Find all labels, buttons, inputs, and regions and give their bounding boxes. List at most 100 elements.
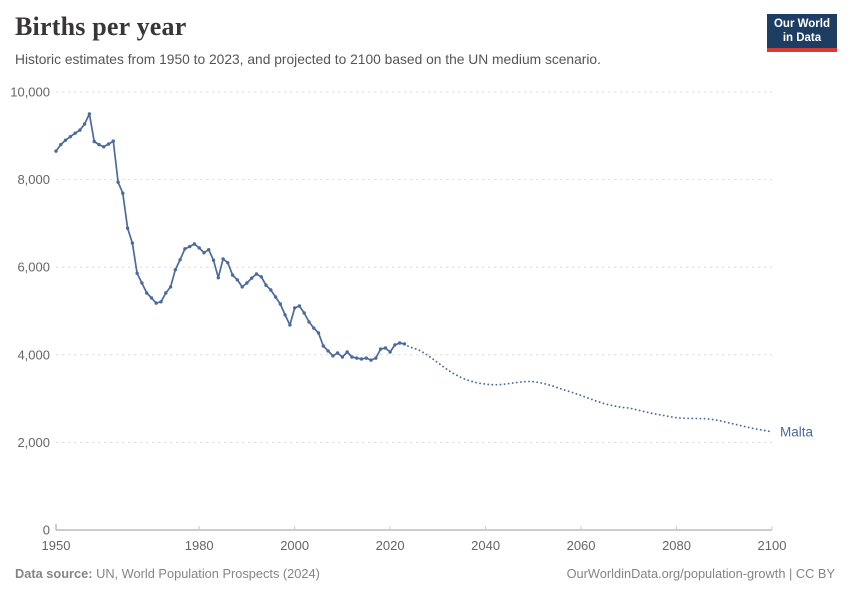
data-point-marker (178, 258, 182, 262)
data-point-marker (240, 285, 244, 289)
data-point-marker (273, 295, 278, 299)
page-title: Births per year (15, 12, 187, 41)
data-point-marker (207, 248, 211, 252)
data-point-marker (216, 276, 220, 280)
x-tick-label: 2020 (376, 538, 405, 553)
data-point-marker (102, 145, 106, 149)
data-point-marker (359, 357, 364, 361)
data-point-marker (230, 273, 235, 277)
data-point-marker (221, 257, 225, 261)
data-point-marker (388, 350, 392, 354)
data-point-marker (149, 296, 154, 300)
data-point-marker (321, 344, 325, 348)
data-point-marker (145, 291, 149, 295)
owid-logo[interactable]: Our World in Data (766, 14, 837, 53)
data-point-marker (130, 241, 135, 245)
data-point-marker (63, 138, 68, 142)
data-point-marker (269, 288, 273, 292)
data-point-marker (312, 326, 316, 330)
data-point-marker (82, 122, 87, 126)
entity-label[interactable]: Malta (780, 424, 814, 439)
data-point-marker (254, 272, 259, 276)
x-tick-label: 1950 (42, 538, 71, 553)
data-point-marker (393, 343, 397, 347)
data-point-marker (54, 149, 58, 153)
x-tick-label: 2100 (758, 538, 787, 553)
data-point-marker (302, 311, 306, 315)
data-point-marker (73, 131, 77, 135)
data-point-marker (250, 276, 254, 280)
data-point-marker (374, 356, 378, 360)
data-point-marker (364, 356, 368, 360)
data-point-marker (226, 261, 230, 265)
data-point-marker (168, 285, 173, 289)
data-point-marker (283, 313, 287, 317)
data-source-label: Data source: (15, 566, 93, 581)
data-point-marker (345, 350, 349, 354)
data-point-marker (140, 281, 144, 285)
y-tick-label: 6,000 (17, 260, 50, 275)
data-source-note: Data source: UN, World Population Prospe… (15, 566, 320, 581)
data-point-marker (264, 283, 268, 287)
data-point-marker (259, 275, 263, 279)
x-tick-label: 2080 (662, 538, 691, 553)
data-point-marker (111, 139, 116, 143)
historic-line (55, 113, 405, 361)
x-tick-label: 2060 (567, 538, 596, 553)
data-point-marker (106, 142, 111, 146)
data-point-marker (331, 354, 335, 358)
data-point-marker (188, 244, 192, 249)
chart-footer: Data source: UN, World Population Prospe… (15, 566, 835, 581)
data-point-marker (297, 304, 302, 308)
data-point-marker (159, 300, 163, 304)
x-tick-label: 1980 (185, 538, 214, 553)
data-point-marker (68, 135, 73, 139)
data-point-marker (59, 142, 63, 147)
data-point-marker (116, 180, 120, 184)
data-point-marker (78, 128, 82, 132)
y-tick-label: 0 (43, 523, 50, 538)
data-point-marker (192, 242, 197, 246)
data-point-marker (135, 271, 139, 275)
x-tick-label: 2040 (471, 538, 500, 553)
data-point-marker (87, 112, 92, 116)
y-tick-label: 10,000 (10, 85, 50, 100)
y-tick-label: 4,000 (17, 347, 50, 362)
data-point-marker (383, 346, 388, 350)
data-point-marker (355, 356, 359, 360)
data-point-marker (121, 191, 125, 195)
data-point-marker (125, 226, 130, 230)
data-point-marker (202, 251, 206, 255)
y-tick-label: 2,000 (17, 435, 50, 450)
data-point-marker (398, 341, 402, 345)
data-point-marker (316, 331, 321, 335)
data-point-marker (173, 268, 177, 272)
x-tick-label: 2000 (280, 538, 309, 553)
data-point-marker (307, 320, 311, 324)
chart-subtitle: Historic estimates from 1950 to 2023, an… (15, 52, 601, 67)
data-point-marker (235, 278, 240, 282)
footer-link[interactable]: OurWorldinData.org/population-growth | C… (566, 566, 835, 581)
owid-logo-line1: Our World (773, 18, 830, 30)
data-point-marker (278, 302, 282, 306)
data-point-marker (245, 281, 249, 285)
data-point-marker (340, 355, 345, 359)
data-point-marker (369, 358, 373, 362)
data-point-marker (183, 247, 187, 251)
data-point-marker (350, 355, 354, 359)
data-point-marker (197, 246, 201, 250)
owid-logo-line2: in Data (782, 31, 822, 44)
data-point-marker (154, 301, 158, 305)
data-point-marker (326, 349, 330, 353)
data-point-marker (288, 323, 292, 327)
data-point-marker (97, 142, 101, 147)
data-point-marker (92, 139, 96, 144)
projection-line (403, 343, 773, 433)
data-source-text: UN, World Population Prospects (2024) (92, 566, 320, 581)
data-point-marker (211, 258, 216, 262)
data-point-marker (293, 306, 297, 310)
data-point-marker (164, 291, 168, 295)
data-point-marker (378, 347, 383, 351)
